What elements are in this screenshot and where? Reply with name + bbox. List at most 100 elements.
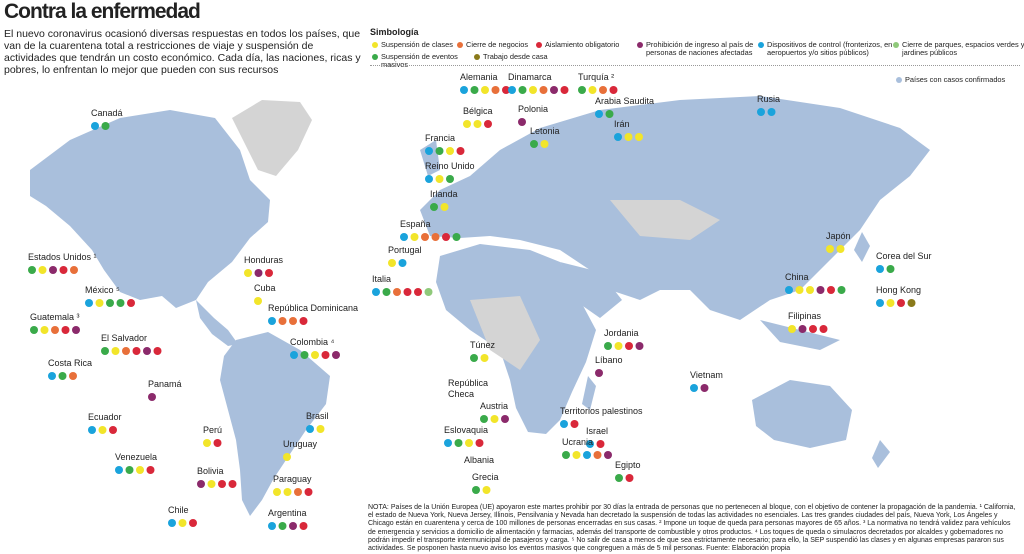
- measure-dot: [283, 488, 292, 496]
- measure-dot: [218, 480, 226, 488]
- title: Contra la enfermedad: [4, 0, 201, 23]
- legend-item: Trabajo desde casa: [474, 52, 573, 61]
- measure-dot: [809, 325, 817, 333]
- country-labels: Canadá Estados Unidos ¹ México ⁵ Guatemala …: [28, 72, 932, 530]
- country-label: Israel: [586, 426, 608, 436]
- measure-dot: [540, 140, 549, 148]
- measure-dot: [109, 426, 117, 434]
- measure-dot: [529, 86, 537, 94]
- measure-dot: [106, 299, 114, 307]
- country-label: Albania: [464, 455, 494, 465]
- measure-dot: [785, 286, 793, 294]
- measure-dot: [798, 325, 807, 333]
- measure-dot: [88, 426, 96, 434]
- country-label: Honduras: [244, 255, 284, 265]
- measure-dot: [300, 351, 309, 359]
- measure-dot: [197, 480, 205, 488]
- measure-dot: [244, 269, 252, 277]
- legend-label: Países con casos confirmados: [905, 75, 1006, 84]
- country-label: China: [785, 272, 809, 282]
- country-label: Irlanda: [430, 189, 458, 199]
- country-label: Panamá: [148, 379, 182, 389]
- measure-dot: [127, 299, 135, 307]
- measure-dot: [168, 519, 176, 527]
- measure-dot: [816, 286, 825, 294]
- measure-dot: [410, 233, 419, 241]
- measure-dot: [465, 439, 473, 447]
- measure-dot: [435, 175, 444, 183]
- measure-dot: [599, 86, 607, 94]
- measure-dot: [491, 86, 500, 94]
- measure-dot: [595, 110, 603, 118]
- legend-label: Aislamiento obligatorio: [545, 40, 620, 49]
- measure-dot: [530, 140, 538, 148]
- measure-dot: [40, 326, 49, 334]
- country-label: Austria: [480, 401, 508, 411]
- country-label: Turquía ²: [578, 72, 614, 82]
- measure-dot: [481, 86, 489, 94]
- measure-dot: [700, 384, 709, 392]
- measure-dot: [69, 372, 77, 380]
- measure-dot: [299, 317, 308, 325]
- country-label: Canadá: [91, 108, 123, 118]
- measure-dot: [452, 233, 461, 241]
- measure-dot: [795, 286, 804, 294]
- legend-label: Suspensión de clases: [381, 40, 453, 49]
- measure-dot: [484, 120, 492, 128]
- measure-dot: [435, 147, 444, 155]
- measure-dot: [290, 351, 298, 359]
- measure-dot: [51, 326, 59, 334]
- measure-dot: [826, 245, 834, 253]
- measure-dot: [70, 266, 78, 274]
- country-label: Alemania: [460, 72, 498, 82]
- measure-dot: [806, 286, 814, 294]
- legend-item: Cierre de negocios: [457, 40, 544, 49]
- measure-dot: [819, 325, 828, 333]
- measure-dot: [254, 269, 263, 277]
- measure-dot: [49, 266, 57, 274]
- country-label: Territorios palestinos: [560, 406, 643, 416]
- country-label: Túnez: [470, 340, 496, 350]
- measure-dot: [306, 425, 314, 433]
- legend-swatch: [896, 77, 902, 83]
- legend-swatch: [474, 54, 480, 60]
- legend-item: Suspensión de eventos masivos: [372, 52, 481, 70]
- country-label: Brasil: [306, 411, 329, 421]
- measure-dot: [400, 233, 408, 241]
- measure-dot: [508, 86, 516, 94]
- measure-dot: [442, 233, 450, 241]
- measure-dot: [136, 466, 144, 474]
- measure-dot: [446, 147, 454, 155]
- intro: El nuevo coronavirus ocasionó diversas r…: [4, 28, 361, 76]
- country-label: Filipinas: [788, 311, 822, 321]
- measure-dot: [268, 317, 276, 325]
- measure-dot: [424, 288, 433, 296]
- country-label: Grecia: [472, 472, 499, 482]
- country-label: Francia: [425, 133, 455, 143]
- country-label: Estados Unidos ¹: [28, 252, 97, 262]
- measure-dot: [30, 326, 38, 334]
- country-label: Paraguay: [273, 474, 312, 484]
- measure-dot: [228, 480, 237, 488]
- measure-dot: [115, 466, 123, 474]
- measure-dot: [213, 439, 222, 447]
- measure-dot: [473, 120, 482, 128]
- measure-dot: [586, 440, 594, 448]
- madagascar: [582, 376, 596, 410]
- uk: [420, 140, 440, 176]
- measure-dot: [614, 133, 622, 141]
- measure-dot: [393, 288, 401, 296]
- measure-dot: [446, 175, 454, 183]
- new-zealand: [872, 440, 890, 468]
- country-label: Argentina: [268, 508, 307, 518]
- country-label: Hong Kong: [876, 285, 921, 295]
- measure-dot: [635, 342, 644, 350]
- measure-dot: [470, 86, 479, 94]
- legend-swatch: [372, 42, 378, 48]
- measure-dot: [572, 451, 581, 459]
- country-label: Letonia: [530, 126, 560, 136]
- measure-dot: [562, 451, 570, 459]
- country-label: Portugal: [388, 245, 422, 255]
- legend-label: Prohibición de ingreso al país de person…: [646, 40, 754, 58]
